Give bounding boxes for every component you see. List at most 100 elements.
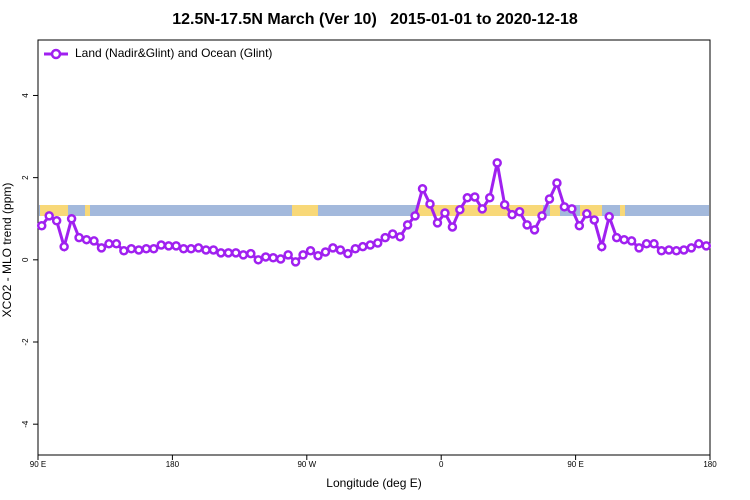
point xyxy=(260,252,271,262)
point xyxy=(96,243,107,253)
point xyxy=(529,225,540,235)
point xyxy=(320,247,331,257)
point xyxy=(238,250,249,260)
chart-title: 12.5N-17.5N March (Ver 10) 2015-01-01 to… xyxy=(172,11,578,28)
land-band xyxy=(40,205,68,216)
point xyxy=(201,245,211,255)
point xyxy=(208,245,219,255)
point xyxy=(641,239,652,249)
point xyxy=(462,193,473,203)
point xyxy=(470,192,480,202)
point xyxy=(596,241,607,252)
land-band xyxy=(620,205,625,216)
point xyxy=(283,250,293,260)
point xyxy=(447,222,458,232)
y-tick-label: -2 xyxy=(21,338,30,346)
point xyxy=(275,254,286,264)
point xyxy=(372,238,383,248)
point xyxy=(141,243,152,254)
y-tick-label: 0 xyxy=(21,257,30,262)
point xyxy=(223,248,234,258)
point xyxy=(455,204,465,215)
point xyxy=(148,243,159,254)
point xyxy=(358,241,368,252)
point xyxy=(537,211,547,221)
point xyxy=(701,241,712,251)
point xyxy=(574,220,585,231)
point xyxy=(514,207,525,217)
point xyxy=(552,178,562,188)
land-band xyxy=(85,205,90,216)
point xyxy=(380,232,390,243)
land-band xyxy=(550,205,560,216)
y-tick-label: 4 xyxy=(21,93,30,98)
point xyxy=(81,234,92,245)
point xyxy=(649,239,659,249)
point xyxy=(156,240,166,250)
point xyxy=(163,241,174,251)
x-tick-label: 90 E xyxy=(567,460,583,469)
point xyxy=(410,211,420,221)
point xyxy=(694,239,704,249)
point xyxy=(604,211,614,222)
x-tick-label: 180 xyxy=(703,460,717,469)
point xyxy=(253,255,264,265)
point xyxy=(559,202,570,212)
point xyxy=(335,245,346,255)
point xyxy=(611,232,622,243)
point xyxy=(432,218,443,228)
point xyxy=(246,248,256,259)
x-tick-label: 0 xyxy=(439,460,444,469)
point xyxy=(402,220,413,230)
point xyxy=(686,243,697,253)
point xyxy=(350,243,361,254)
point xyxy=(298,250,308,260)
x-tick-label: 90 W xyxy=(297,460,316,469)
point xyxy=(679,245,689,255)
point xyxy=(499,200,510,210)
point xyxy=(313,250,323,261)
y-tick-label: 2 xyxy=(21,175,30,180)
x-tick-label: 180 xyxy=(166,460,180,469)
point xyxy=(484,193,495,203)
point xyxy=(66,213,77,224)
point xyxy=(126,243,137,254)
point xyxy=(664,245,674,255)
point xyxy=(193,243,204,253)
point xyxy=(589,215,600,225)
point xyxy=(567,204,577,214)
point xyxy=(671,246,682,256)
point xyxy=(178,243,189,254)
x-tick-label: 90 E xyxy=(30,460,46,469)
point xyxy=(507,209,517,220)
point xyxy=(231,248,241,258)
point xyxy=(74,232,84,243)
point xyxy=(290,257,301,267)
y-tick-label: -4 xyxy=(21,420,30,428)
point xyxy=(582,209,592,219)
point xyxy=(36,220,47,231)
point xyxy=(343,248,353,259)
point xyxy=(89,236,99,246)
legend-label: Land (Nadir&Glint) and Ocean (Glint) xyxy=(75,46,272,60)
point xyxy=(522,220,532,230)
point xyxy=(417,183,428,194)
y-axis-label: XCO2 - MLO trend (ppm) xyxy=(0,183,14,318)
point xyxy=(365,240,376,250)
point xyxy=(387,229,398,239)
point xyxy=(44,211,54,221)
point xyxy=(104,239,114,249)
point xyxy=(395,232,405,242)
point xyxy=(186,243,196,254)
point xyxy=(268,253,278,263)
point xyxy=(440,208,450,218)
point xyxy=(425,199,435,209)
point xyxy=(134,245,144,255)
point xyxy=(216,248,226,258)
point xyxy=(477,204,488,214)
point xyxy=(656,246,667,256)
point xyxy=(626,236,637,246)
point xyxy=(59,241,69,252)
point xyxy=(544,194,555,204)
